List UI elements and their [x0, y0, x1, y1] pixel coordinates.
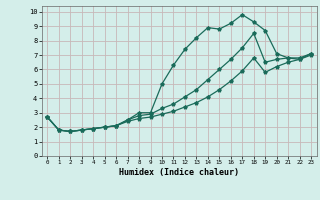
- X-axis label: Humidex (Indice chaleur): Humidex (Indice chaleur): [119, 168, 239, 177]
